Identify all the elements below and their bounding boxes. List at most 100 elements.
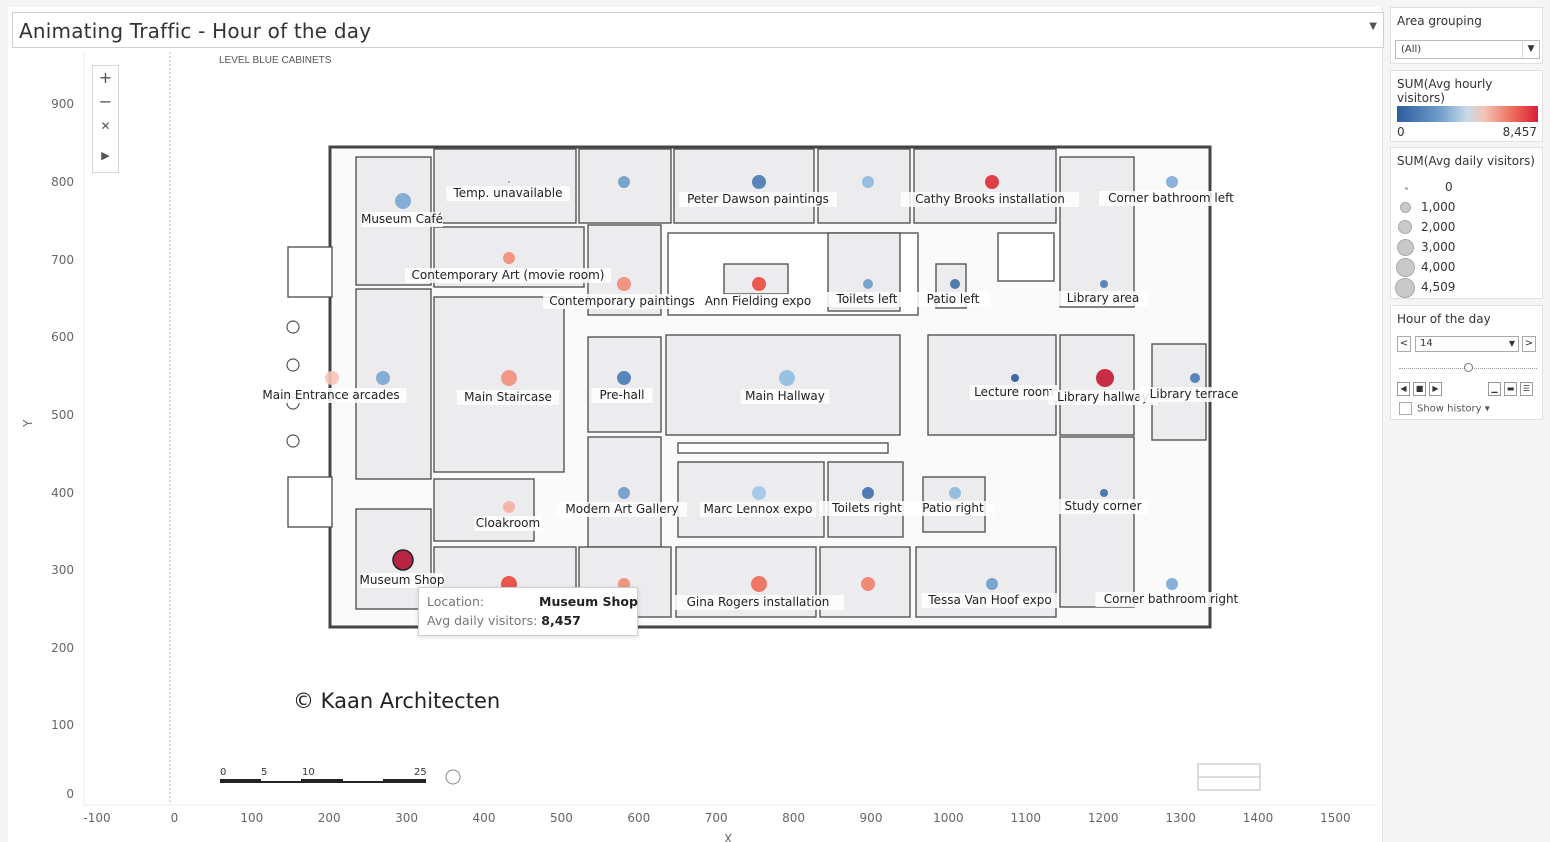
chevron-down-icon[interactable]: ▼: [1369, 21, 1377, 32]
location-labels: Museum Café Temp. unavailable Peter Dawson…: [255, 186, 1249, 610]
x-tick-label: -100: [83, 811, 110, 825]
location-marker[interactable]: [503, 252, 515, 264]
location-label-bg: [1095, 592, 1247, 607]
chevron-down-icon[interactable]: ▾: [1484, 403, 1490, 415]
location-label-bg: [361, 212, 443, 227]
location-marker[interactable]: [752, 486, 766, 500]
size-legend-item: 3,000: [1391, 238, 1541, 258]
location-marker[interactable]: [617, 371, 631, 385]
chevron-down-icon[interactable]: ▼: [1508, 339, 1515, 348]
location-label-bg: [255, 388, 407, 403]
location-marker[interactable]: [863, 279, 873, 289]
location-marker[interactable]: [779, 370, 795, 386]
previous-hour-button[interactable]: <: [1397, 336, 1411, 352]
location-marker[interactable]: [376, 371, 390, 385]
location-marker[interactable]: [392, 549, 414, 571]
location-marker[interactable]: [861, 577, 875, 591]
location-label-bg: [456, 390, 560, 405]
area-grouping-title: Area grouping: [1397, 14, 1482, 28]
location-marker[interactable]: [862, 487, 874, 499]
daily-visitors-legend: SUM(Avg daily visitors) 0 1,000 2,000 3,…: [1390, 147, 1543, 299]
reset-pin-icon[interactable]: ✕: [100, 119, 111, 133]
location-label-bg: [446, 186, 570, 201]
location-marker[interactable]: [501, 370, 517, 386]
location-label: Toilets left: [836, 292, 898, 306]
size-legend-item: 1,000: [1391, 198, 1541, 218]
play-forward-button[interactable]: ▶: [1429, 382, 1442, 396]
y-tick-label: 200: [51, 641, 74, 655]
location-label: Patio right: [922, 501, 984, 515]
x-tick-label: 400: [473, 811, 496, 825]
x-tick-label: 900: [860, 811, 883, 825]
location-marker[interactable]: [1166, 176, 1178, 188]
speed-slow-button[interactable]: ▁: [1488, 382, 1501, 396]
zoom-in-button[interactable]: +: [98, 68, 113, 87]
location-marker[interactable]: [862, 176, 874, 188]
stop-button[interactable]: ■: [1413, 382, 1426, 396]
area-grouping-select[interactable]: (All) ▼: [1395, 40, 1540, 59]
location-label-bg: [921, 593, 1059, 608]
x-tick-label: 1100: [1011, 811, 1042, 825]
show-history-checkbox[interactable]: [1399, 402, 1412, 415]
size-legend-item: 4,000: [1391, 258, 1541, 278]
copyright-text: © Kaan Architecten: [293, 689, 501, 713]
speed-fast-button[interactable]: ☰: [1520, 382, 1533, 396]
x-tick-label: 500: [550, 811, 573, 825]
location-marker[interactable]: [1096, 369, 1114, 387]
location-label: Modern Art Gallery: [565, 502, 678, 516]
title-dropdown[interactable]: Animating Traffic - Hour of the day ▼: [12, 12, 1384, 48]
location-marker[interactable]: [1190, 373, 1200, 383]
location-marker[interactable]: [985, 175, 999, 189]
x-tick-label: 0: [171, 811, 179, 825]
x-tick-label: 200: [318, 811, 341, 825]
location-marker[interactable]: [325, 371, 339, 385]
location-marker[interactable]: [752, 175, 766, 189]
zoom-out-button[interactable]: −: [98, 92, 113, 111]
scale-label: 25: [414, 767, 427, 778]
location-marker[interactable]: [508, 181, 510, 183]
play-backward-button[interactable]: ◀: [1397, 382, 1410, 396]
location-label: Study corner: [1064, 499, 1141, 513]
x-tick-label: 1000: [933, 811, 964, 825]
location-marker[interactable]: [950, 279, 960, 289]
location-marker[interactable]: [503, 501, 515, 513]
location-marker[interactable]: [395, 193, 411, 209]
next-hour-button[interactable]: >: [1522, 336, 1536, 352]
location-label-bg: [361, 573, 443, 588]
show-history-label: Show history: [1417, 403, 1482, 415]
location-label: Main Entrance arcades: [262, 388, 399, 402]
location-label: Ann Fielding expo: [705, 294, 812, 308]
location-marker[interactable]: [751, 576, 767, 592]
x-tick-label: 1400: [1243, 811, 1274, 825]
location-marker[interactable]: [949, 487, 961, 499]
size-dot: [1398, 220, 1412, 234]
location-marker[interactable]: [618, 176, 630, 188]
location-marker[interactable]: [1100, 280, 1108, 288]
hour-select[interactable]: 14 ▼: [1415, 336, 1519, 352]
location-marker[interactable]: [986, 578, 998, 590]
page-title: Animating Traffic - Hour of the day: [19, 19, 372, 43]
y-tick-label: 600: [51, 330, 74, 344]
location-label-bg: [900, 192, 1080, 207]
location-marker[interactable]: [618, 487, 630, 499]
location-marker[interactable]: [1166, 578, 1178, 590]
building-plan: [287, 145, 1212, 629]
location-marker[interactable]: [1011, 374, 1019, 382]
location-marker[interactable]: [1100, 489, 1108, 497]
speed-medium-button[interactable]: ▬: [1504, 382, 1517, 396]
expand-toolbar-icon[interactable]: ▶: [101, 149, 110, 162]
show-history-toggle[interactable]: Show history ▾: [1399, 402, 1490, 415]
hourly-visitors-legend: SUM(Avg hourly visitors) 0 8,457: [1390, 70, 1543, 142]
x-tick-label: 1300: [1165, 811, 1196, 825]
location-label: Patio left: [927, 292, 980, 306]
size-dot: [1395, 278, 1415, 298]
location-label-bg: [915, 292, 991, 307]
x-axis: -100 0 100 200 300 400 500 600 700 800 900 1000 1100…: [83, 811, 1350, 825]
location-label: Tessa Van Hoof expo: [927, 593, 1051, 607]
location-marker[interactable]: [752, 277, 766, 291]
location-marker[interactable]: [617, 277, 631, 291]
location-label: Main Staircase: [464, 390, 552, 404]
hour-slider-thumb[interactable]: [1464, 363, 1473, 372]
chevron-down-icon[interactable]: ▼: [1522, 41, 1539, 58]
